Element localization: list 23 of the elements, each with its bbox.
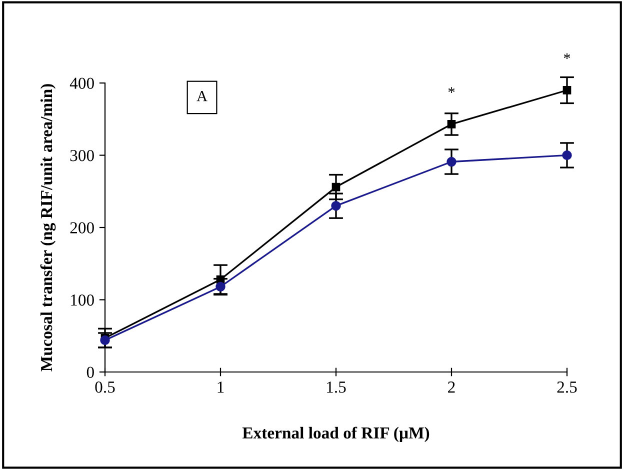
y-tick-label: 400 <box>70 78 94 89</box>
annotation: * <box>564 53 570 59</box>
point <box>562 150 572 160</box>
x-tick-label: 2.5 <box>557 382 577 393</box>
point <box>331 200 341 211</box>
y-tick-label: 200 <box>70 222 94 234</box>
point <box>100 335 110 346</box>
point <box>447 120 456 128</box>
y-tick-label: 0 <box>86 366 94 378</box>
y-axis-title: Mucosal transfer (ng RIF/unit area/min) <box>40 84 56 372</box>
x-tick-label: 2 <box>448 382 455 393</box>
point <box>332 182 340 192</box>
point <box>216 282 226 292</box>
point <box>446 156 456 167</box>
x-tick-label: 1.5 <box>327 382 346 393</box>
annotation: * <box>448 87 455 93</box>
x-tick-label: 0.5 <box>95 382 115 393</box>
y-tick-label: 300 <box>70 150 94 162</box>
x-axis-title: External load of RIF (µM) <box>242 426 430 442</box>
x-tick-label: 1 <box>218 382 224 393</box>
y-tick-label: 100 <box>71 294 94 306</box>
annotation: A <box>196 91 208 102</box>
point <box>562 86 572 94</box>
